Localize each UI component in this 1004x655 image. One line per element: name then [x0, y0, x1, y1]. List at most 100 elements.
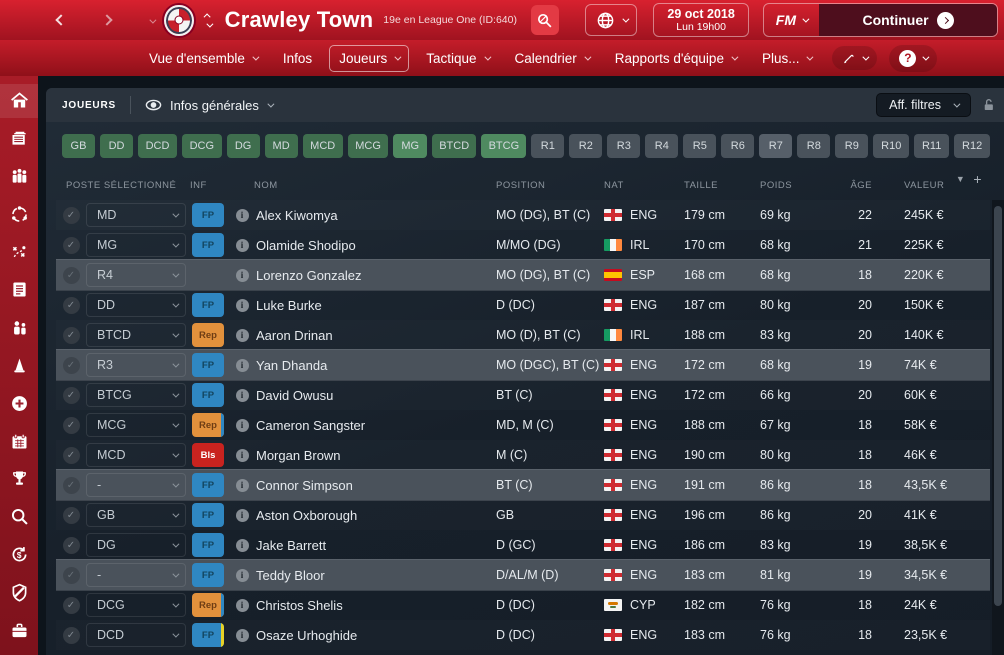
- vertical-scrollbar[interactable]: [992, 200, 1004, 655]
- sidebar-item-staff[interactable]: [0, 311, 38, 345]
- player-name[interactable]: Teddy Bloor: [256, 567, 325, 583]
- player-name[interactable]: Morgan Brown: [256, 447, 341, 463]
- row-check-icon[interactable]: ✓: [62, 596, 80, 614]
- selected-position-dropdown[interactable]: -: [86, 473, 186, 497]
- row-check-icon[interactable]: ✓: [62, 206, 80, 224]
- position-filter-chip-r5[interactable]: R5: [683, 134, 717, 158]
- table-row[interactable]: ✓ - FP i Teddy Bloor D/AL/M (D) ENG 183 …: [56, 560, 990, 590]
- sidebar-item-shield[interactable]: [0, 575, 38, 609]
- position-filter-chip-dd[interactable]: DD: [100, 134, 133, 158]
- selected-position-dropdown[interactable]: DCG: [86, 593, 186, 617]
- game-date-button[interactable]: 29 oct 2018 Lun 19h00: [653, 3, 749, 37]
- info-icon[interactable]: i: [235, 568, 249, 582]
- player-name[interactable]: Yan Dhanda: [256, 357, 328, 373]
- view-selector[interactable]: Infos générales: [145, 98, 275, 113]
- selected-position-dropdown[interactable]: DCD: [86, 623, 186, 647]
- position-filter-chip-gb[interactable]: GB: [62, 134, 95, 158]
- scrollbar-thumb[interactable]: [994, 206, 1002, 607]
- col-valeur[interactable]: VALEUR: [904, 179, 945, 191]
- selected-position-dropdown[interactable]: R3: [86, 353, 186, 377]
- selected-position-dropdown[interactable]: DG: [86, 533, 186, 557]
- row-check-icon[interactable]: ✓: [62, 566, 80, 584]
- row-check-icon[interactable]: ✓: [62, 416, 80, 434]
- nav-tab-infos[interactable]: Infos: [282, 50, 313, 66]
- history-forward-button[interactable]: [93, 14, 121, 26]
- info-icon[interactable]: i: [235, 418, 249, 432]
- info-icon[interactable]: i: [235, 478, 249, 492]
- position-filter-chip-r2[interactable]: R2: [569, 134, 603, 158]
- position-filter-chip-mcd[interactable]: MCD: [302, 134, 343, 158]
- row-check-icon[interactable]: ✓: [62, 626, 80, 644]
- lock-icon[interactable]: [981, 97, 996, 113]
- info-icon[interactable]: i: [235, 208, 249, 222]
- sidebar-item-search[interactable]: [0, 500, 38, 534]
- col-poste[interactable]: POSTE SÉLECTIONNÉ: [66, 179, 177, 191]
- info-icon[interactable]: i: [235, 268, 249, 282]
- player-name[interactable]: Jake Barrett: [256, 537, 327, 553]
- position-filter-chip-r7[interactable]: R7: [759, 134, 793, 158]
- position-filter-chip-dcd[interactable]: DCD: [138, 134, 178, 158]
- club-crest-logo[interactable]: [164, 4, 194, 36]
- selected-position-dropdown[interactable]: R4: [86, 263, 186, 287]
- fm-menu-button[interactable]: FM: [764, 4, 819, 36]
- selected-position-dropdown[interactable]: MD: [86, 203, 186, 227]
- position-filter-chip-btcd[interactable]: BTCD: [431, 134, 477, 158]
- nav-tab-vue-d-ensemble[interactable]: Vue d'ensemble: [140, 46, 266, 71]
- sidebar-item-finances[interactable]: $: [0, 537, 38, 571]
- player-name[interactable]: Connor Simpson: [256, 477, 353, 493]
- row-check-icon[interactable]: ✓: [62, 536, 80, 554]
- position-filter-chip-r1[interactable]: R1: [531, 134, 565, 158]
- sidebar-item-briefcase[interactable]: [0, 613, 38, 647]
- position-filter-chip-r3[interactable]: R3: [607, 134, 641, 158]
- world-menu-button[interactable]: [585, 4, 638, 36]
- selected-position-dropdown[interactable]: BTCD: [86, 323, 186, 347]
- sidebar-item-dynamics[interactable]: [0, 197, 38, 231]
- history-dropdown-icon[interactable]: [149, 11, 157, 29]
- sidebar-item-tactics[interactable]: [0, 235, 38, 269]
- edit-view-button[interactable]: [832, 46, 878, 70]
- player-name[interactable]: Christos Shelis: [256, 597, 343, 613]
- selected-position-dropdown[interactable]: MG: [86, 233, 186, 257]
- table-row[interactable]: ✓ DG FP i Jake Barrett D (GC) ENG 186 cm…: [56, 530, 990, 560]
- player-name[interactable]: Cameron Sangster: [256, 417, 366, 433]
- nav-tab-plus-[interactable]: Plus...: [753, 46, 821, 71]
- table-row[interactable]: ✓ R3 FP i Yan Dhanda MO (DGC), BT (C) EN…: [56, 350, 990, 380]
- sidebar-item-notes[interactable]: [0, 273, 38, 307]
- table-row[interactable]: ✓ MG FP i Olamide Shodipo M/MO (DG) IRL …: [56, 230, 990, 260]
- table-row[interactable]: ✓ BTCG FP i David Owusu BT (C) ENG 172 c…: [56, 380, 990, 410]
- row-check-icon[interactable]: ✓: [62, 476, 80, 494]
- info-icon[interactable]: i: [235, 508, 249, 522]
- position-filter-chip-mg[interactable]: MG: [393, 134, 427, 158]
- col-age[interactable]: ÂGE: [850, 179, 872, 191]
- table-row[interactable]: ✓ R4 i Lorenzo Gonzalez MO (DG), BT (C) …: [56, 260, 990, 290]
- table-row[interactable]: ✓ MCD Bls i Morgan Brown M (C) ENG 190 c…: [56, 440, 990, 470]
- row-check-icon[interactable]: ✓: [62, 506, 80, 524]
- row-check-icon[interactable]: ✓: [62, 236, 80, 254]
- position-filter-chip-dg[interactable]: DG: [226, 134, 260, 158]
- search-button[interactable]: [530, 5, 559, 35]
- position-filter-chip-r12[interactable]: R12: [954, 134, 990, 158]
- continue-button[interactable]: Continuer: [819, 4, 998, 36]
- show-filters-button[interactable]: Aff. filtres: [876, 93, 971, 117]
- selected-position-dropdown[interactable]: GB: [86, 503, 186, 527]
- position-filter-chip-r8[interactable]: R8: [797, 134, 831, 158]
- sidebar-item-inbox[interactable]: [0, 122, 38, 156]
- info-icon[interactable]: i: [235, 388, 249, 402]
- table-row[interactable]: ✓ - FP i Connor Simpson BT (C) ENG 191 c…: [56, 470, 990, 500]
- row-check-icon[interactable]: ✓: [62, 266, 80, 284]
- table-row[interactable]: ✓ DCG Rep i Christos Shelis D (DC) CYP 1…: [56, 590, 990, 620]
- sidebar-item-training-cone[interactable]: [0, 348, 38, 382]
- table-row[interactable]: ✓ BTCD Rep i Aaron Drinan MO (D), BT (C)…: [56, 320, 990, 350]
- nav-tab-rapports-d-quipe[interactable]: Rapports d'équipe: [606, 46, 745, 71]
- row-check-icon[interactable]: ✓: [62, 446, 80, 464]
- row-check-icon[interactable]: ✓: [62, 326, 80, 344]
- player-name[interactable]: Lorenzo Gonzalez: [256, 267, 362, 283]
- info-icon[interactable]: i: [235, 598, 249, 612]
- table-row[interactable]: ✓ MCG Rep i Cameron Sangster MD, M (C) E…: [56, 410, 990, 440]
- info-icon[interactable]: i: [235, 358, 249, 372]
- add-column-icon[interactable]: +: [973, 171, 982, 187]
- sort-direction-icon[interactable]: ▼: [955, 174, 966, 184]
- player-name[interactable]: Luke Burke: [256, 297, 322, 313]
- nav-tab-joueurs[interactable]: Joueurs: [329, 44, 410, 72]
- position-filter-chip-dcg[interactable]: DCG: [182, 134, 222, 158]
